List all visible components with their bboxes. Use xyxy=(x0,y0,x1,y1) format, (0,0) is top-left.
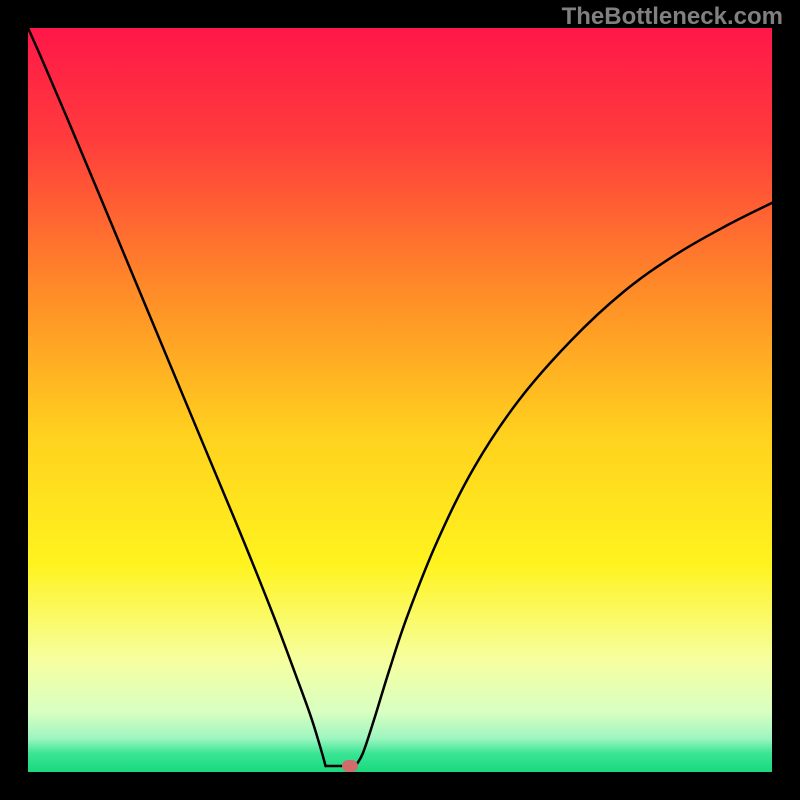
curve-left-branch xyxy=(28,28,326,766)
plot-area xyxy=(28,28,772,772)
curve-right-branch xyxy=(355,203,772,766)
chart-canvas: TheBottleneck.com xyxy=(0,0,800,800)
watermark-text: TheBottleneck.com xyxy=(562,3,783,31)
minimum-marker xyxy=(342,760,358,772)
curve-layer xyxy=(28,28,772,772)
